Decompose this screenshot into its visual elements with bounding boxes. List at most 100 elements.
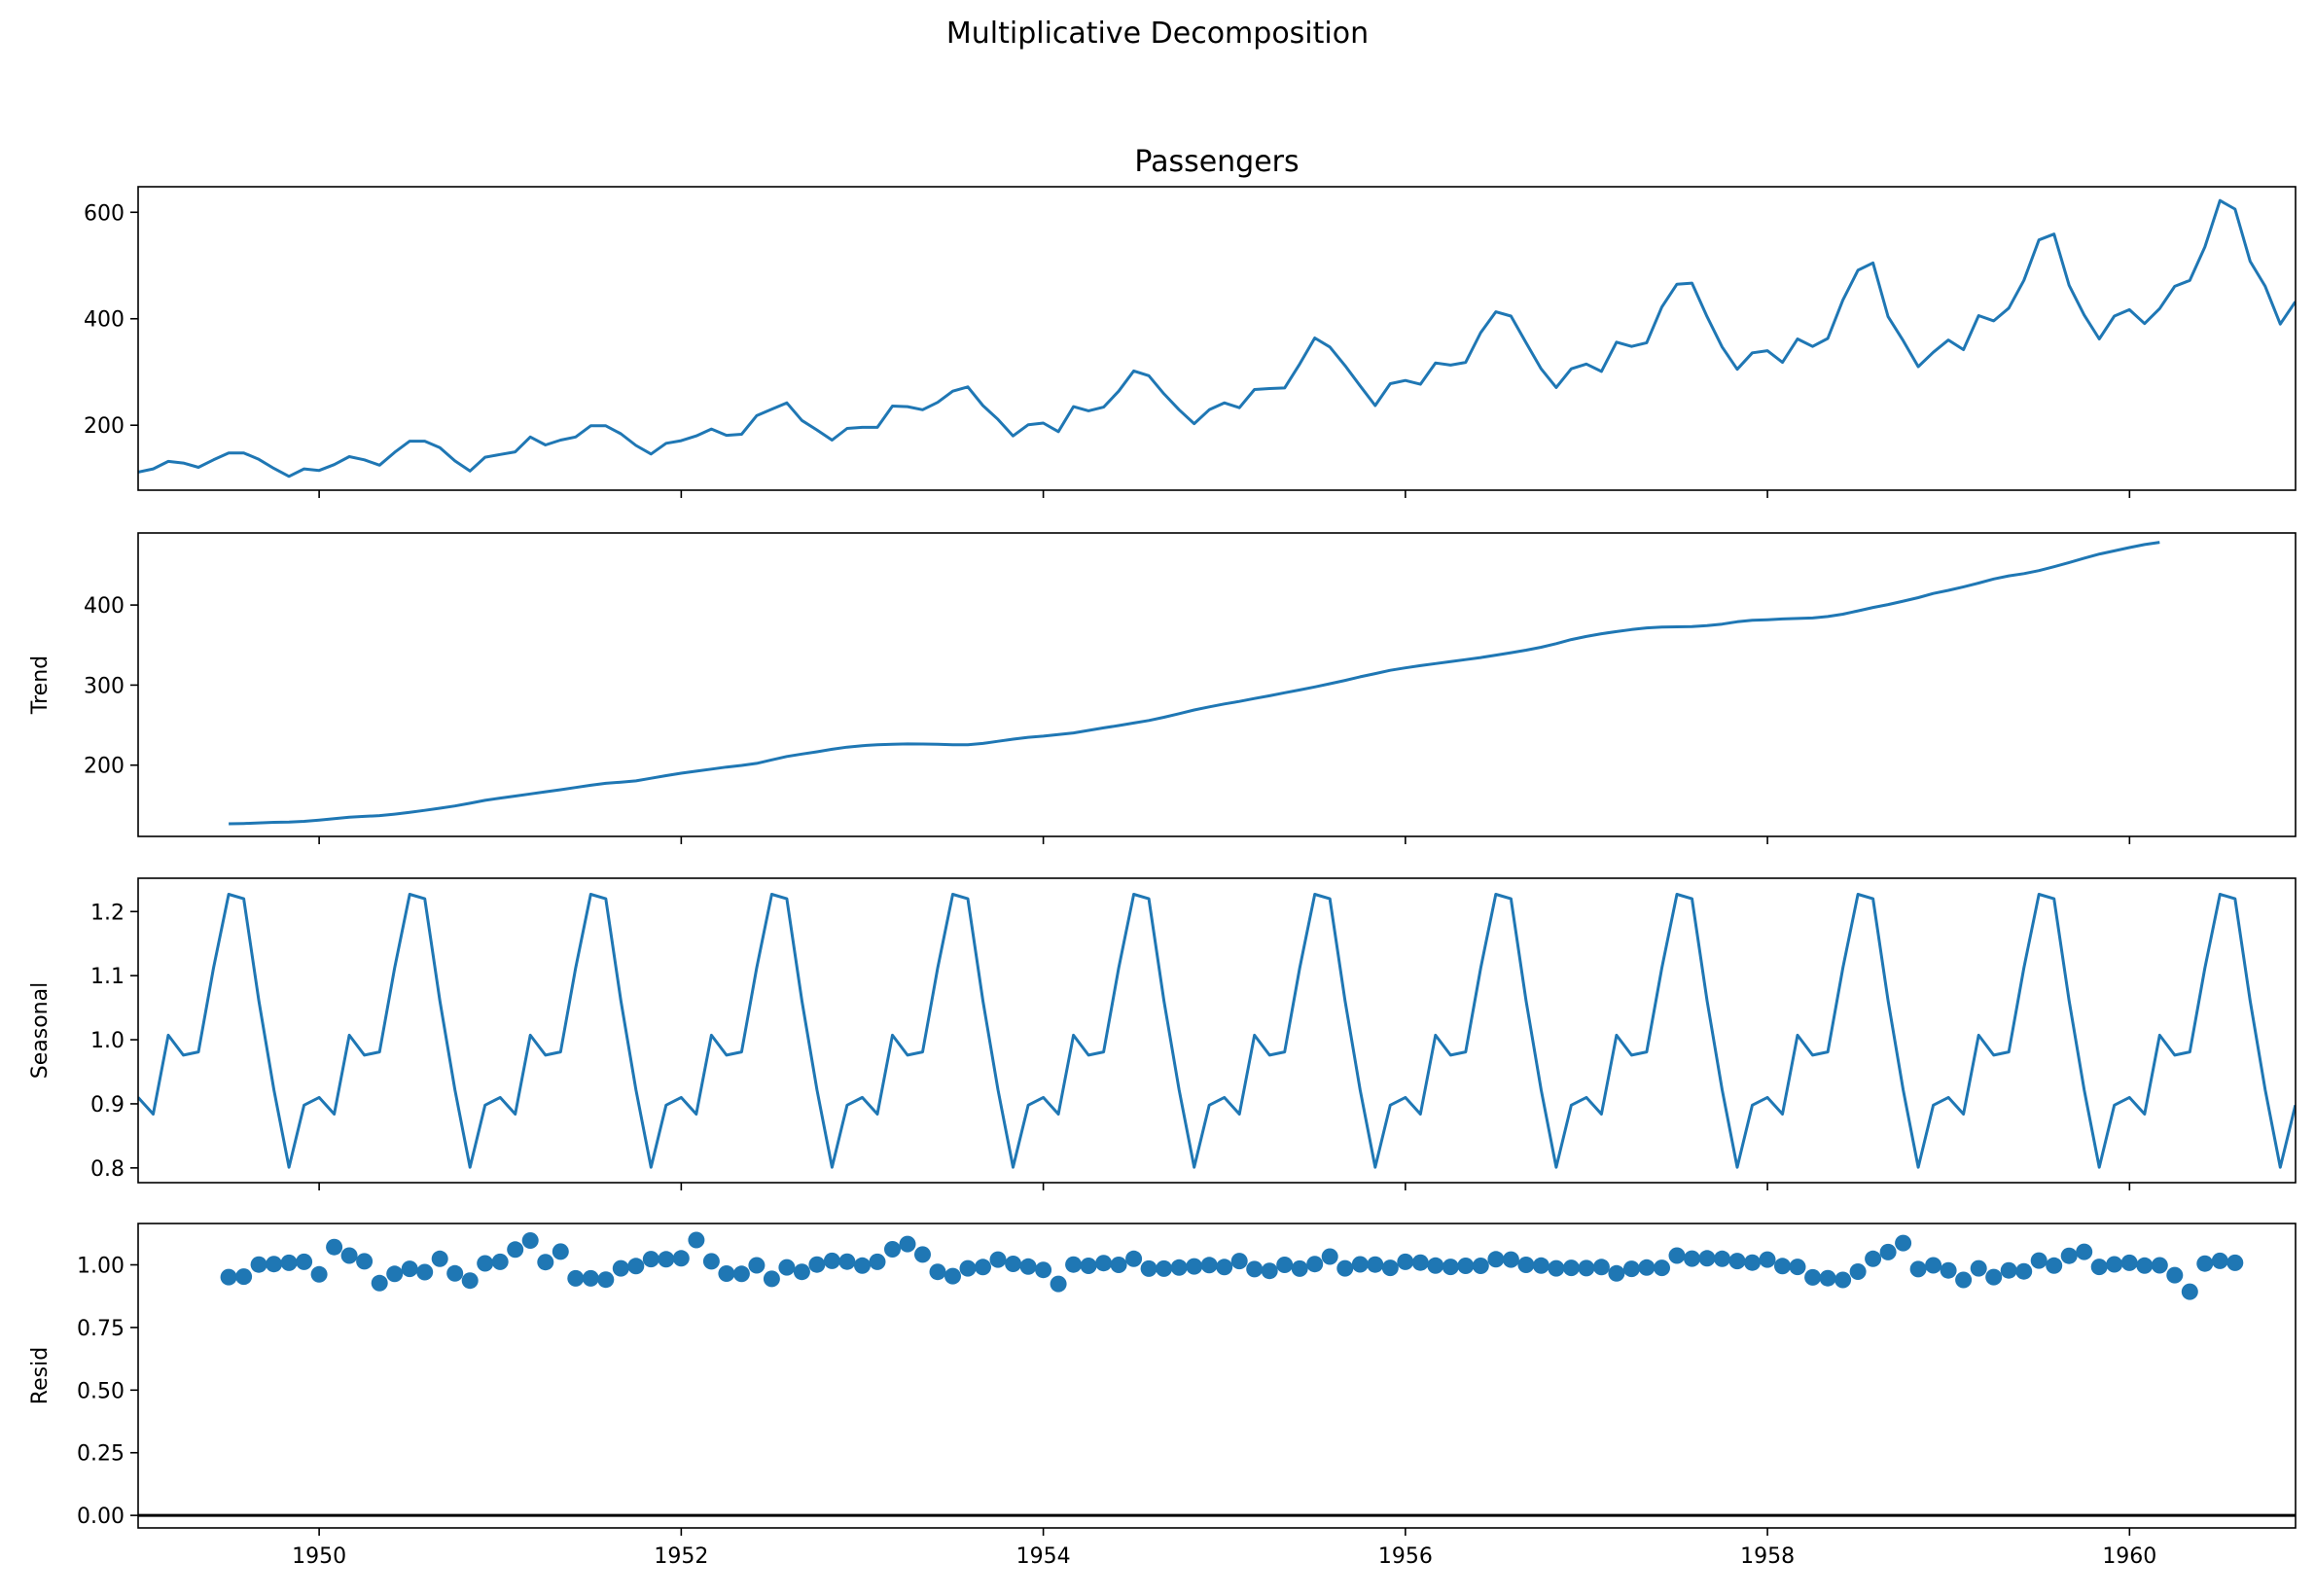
resid-point [491,1253,509,1270]
resid-point [748,1257,766,1274]
resid-ytick-label: 0.50 [77,1379,125,1403]
passengers-axes-frame [137,186,2297,491]
resid-point [356,1253,374,1270]
resid-point [702,1253,720,1270]
resid-point [2181,1283,2198,1300]
resid-point [1654,1259,1670,1277]
resid-point [250,1256,267,1273]
resid-point [1019,1258,1037,1275]
seasonal-ytick-label: 1.2 [90,901,125,925]
resid-point [854,1257,871,1274]
resid-point [1230,1253,1248,1270]
resid-point [1110,1257,1127,1273]
resid-point [1955,1271,1973,1289]
resid-point [1080,1258,1097,1274]
resid-point [1940,1261,1957,1279]
resid-point [401,1260,418,1278]
seasonal-panel: 0.8 0.9 1.0 1.1 1.2 Seasonal [28,877,2297,1190]
resid-point [1246,1260,1264,1278]
resid-point [1427,1257,1444,1274]
passengers-ytick-label: 200 [84,414,125,439]
resid-point [1895,1234,1912,1252]
resid-point [1532,1257,1549,1274]
resid-point [2030,1252,2048,1269]
resid-point [1909,1260,1927,1278]
resid-ytick-label: 0.25 [77,1442,125,1467]
resid-ylabel: Resid [28,1347,53,1404]
resid-point [688,1231,705,1249]
resid-point [2015,1262,2033,1280]
resid-point [838,1253,856,1270]
resid-point [310,1265,328,1283]
resid-point [1728,1253,1746,1270]
resid-point [763,1270,780,1288]
resid-point [2046,1257,2063,1274]
trend-ytick-label: 400 [84,594,125,619]
resid-point [220,1268,237,1286]
resid-point [718,1265,735,1282]
resid-point [869,1253,886,1270]
resid-point [431,1250,448,1267]
resid-point [1879,1243,1897,1260]
resid-point [2060,1247,2078,1264]
seasonal-ytick-label: 1.0 [90,1029,125,1053]
resid-point [1306,1256,1324,1273]
seasonal-ytick-label: 1.1 [90,965,125,989]
resid-point [1156,1259,1173,1277]
resid-panel: 0.00 0.25 0.50 0.75 1.00 1950 1952 1954 1956 1958… [28,1223,2297,1569]
resid-point [793,1263,810,1281]
resid-point [2226,1254,2244,1271]
resid-point [1562,1259,1580,1277]
resid-point [975,1259,991,1276]
resid-point [371,1274,388,1292]
resid-point [386,1265,404,1283]
resid-point [2166,1266,2184,1284]
resid-point [461,1272,479,1290]
xtick-label: 1958 [1740,1544,1795,1569]
resid-point [1336,1259,1354,1277]
resid-point [567,1269,585,1287]
resid-point [1774,1258,1791,1275]
resid-point [1517,1257,1535,1273]
resid-point [1050,1275,1067,1293]
resid-point [658,1251,675,1268]
resid-point [1186,1258,1203,1275]
resid-point [899,1235,916,1253]
resid-point [1291,1259,1308,1277]
resid-point [235,1268,253,1286]
resid-ytick-label: 0.00 [77,1505,125,1529]
resid-point [944,1267,961,1285]
resid-point [1216,1259,1233,1276]
resid-point [507,1241,524,1259]
resid-point [1005,1256,1022,1272]
trend-ytick-label: 200 [84,755,125,779]
resid-point [2000,1261,2017,1279]
resid-point [929,1263,946,1281]
resid-point [597,1271,615,1289]
resid-point [1487,1251,1505,1268]
trend-plot-area [229,541,2160,826]
resid-point [642,1251,659,1268]
resid-ytick-label: 0.75 [77,1317,125,1341]
panels-group: 200 400 600 Passengers 200 300 400 Trend 0.8 0.9 1… [28,145,2297,1569]
resid-ytick-label: 1.00 [77,1255,125,1279]
resid-point [1261,1262,1278,1280]
resid-point [627,1258,645,1275]
resid-point [1140,1259,1158,1277]
resid-point [959,1259,977,1277]
resid-point [1789,1259,1806,1276]
resid-point [1035,1261,1052,1279]
resid-point [340,1247,358,1264]
resid-point [537,1254,554,1271]
resid-point [612,1259,629,1277]
resid-point [521,1232,539,1249]
passengers-title: Passengers [1134,145,1299,179]
resid-point [1668,1247,1686,1264]
passengers-ytick-label: 600 [84,201,125,226]
seasonal-axes-frame [137,877,2297,1184]
resid-point [1457,1258,1475,1274]
resid-point [1759,1251,1776,1268]
resid-point [2076,1243,2093,1260]
xtick-label: 1954 [1016,1544,1071,1569]
